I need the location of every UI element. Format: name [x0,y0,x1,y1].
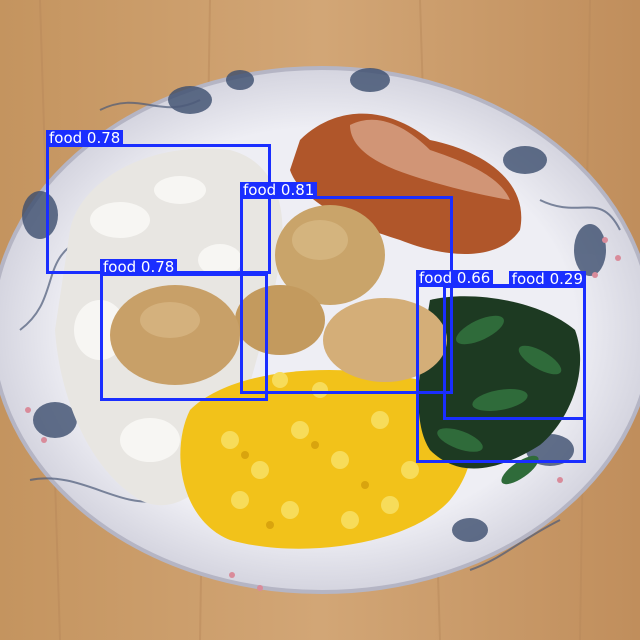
detection-label: food 0.78 [46,130,124,147]
plate-floral-pattern [22,68,606,542]
detection-label: food 0.66 [416,270,494,287]
detection-label: food 0.78 [100,259,178,276]
detection-box: food 0.81 [240,182,453,394]
greens-leaves [437,315,562,485]
detection-label: food 0.29 [508,271,586,288]
detection-box: food 0.66 [416,270,586,463]
sauced-meat-highlight [350,119,510,200]
corn-texture [221,372,419,529]
corn-shadow [241,441,369,529]
detection-box: food 0.78 [46,130,271,274]
rice-texture [74,176,242,462]
chicken-highlight [140,302,200,338]
detection-box: food 0.78 [100,259,268,401]
chicken-piece [235,285,325,355]
chicken-highlight [292,220,348,260]
plate-rim [0,66,640,594]
detection-label: food 0.81 [240,182,318,199]
plate-pink-dots [25,237,621,591]
